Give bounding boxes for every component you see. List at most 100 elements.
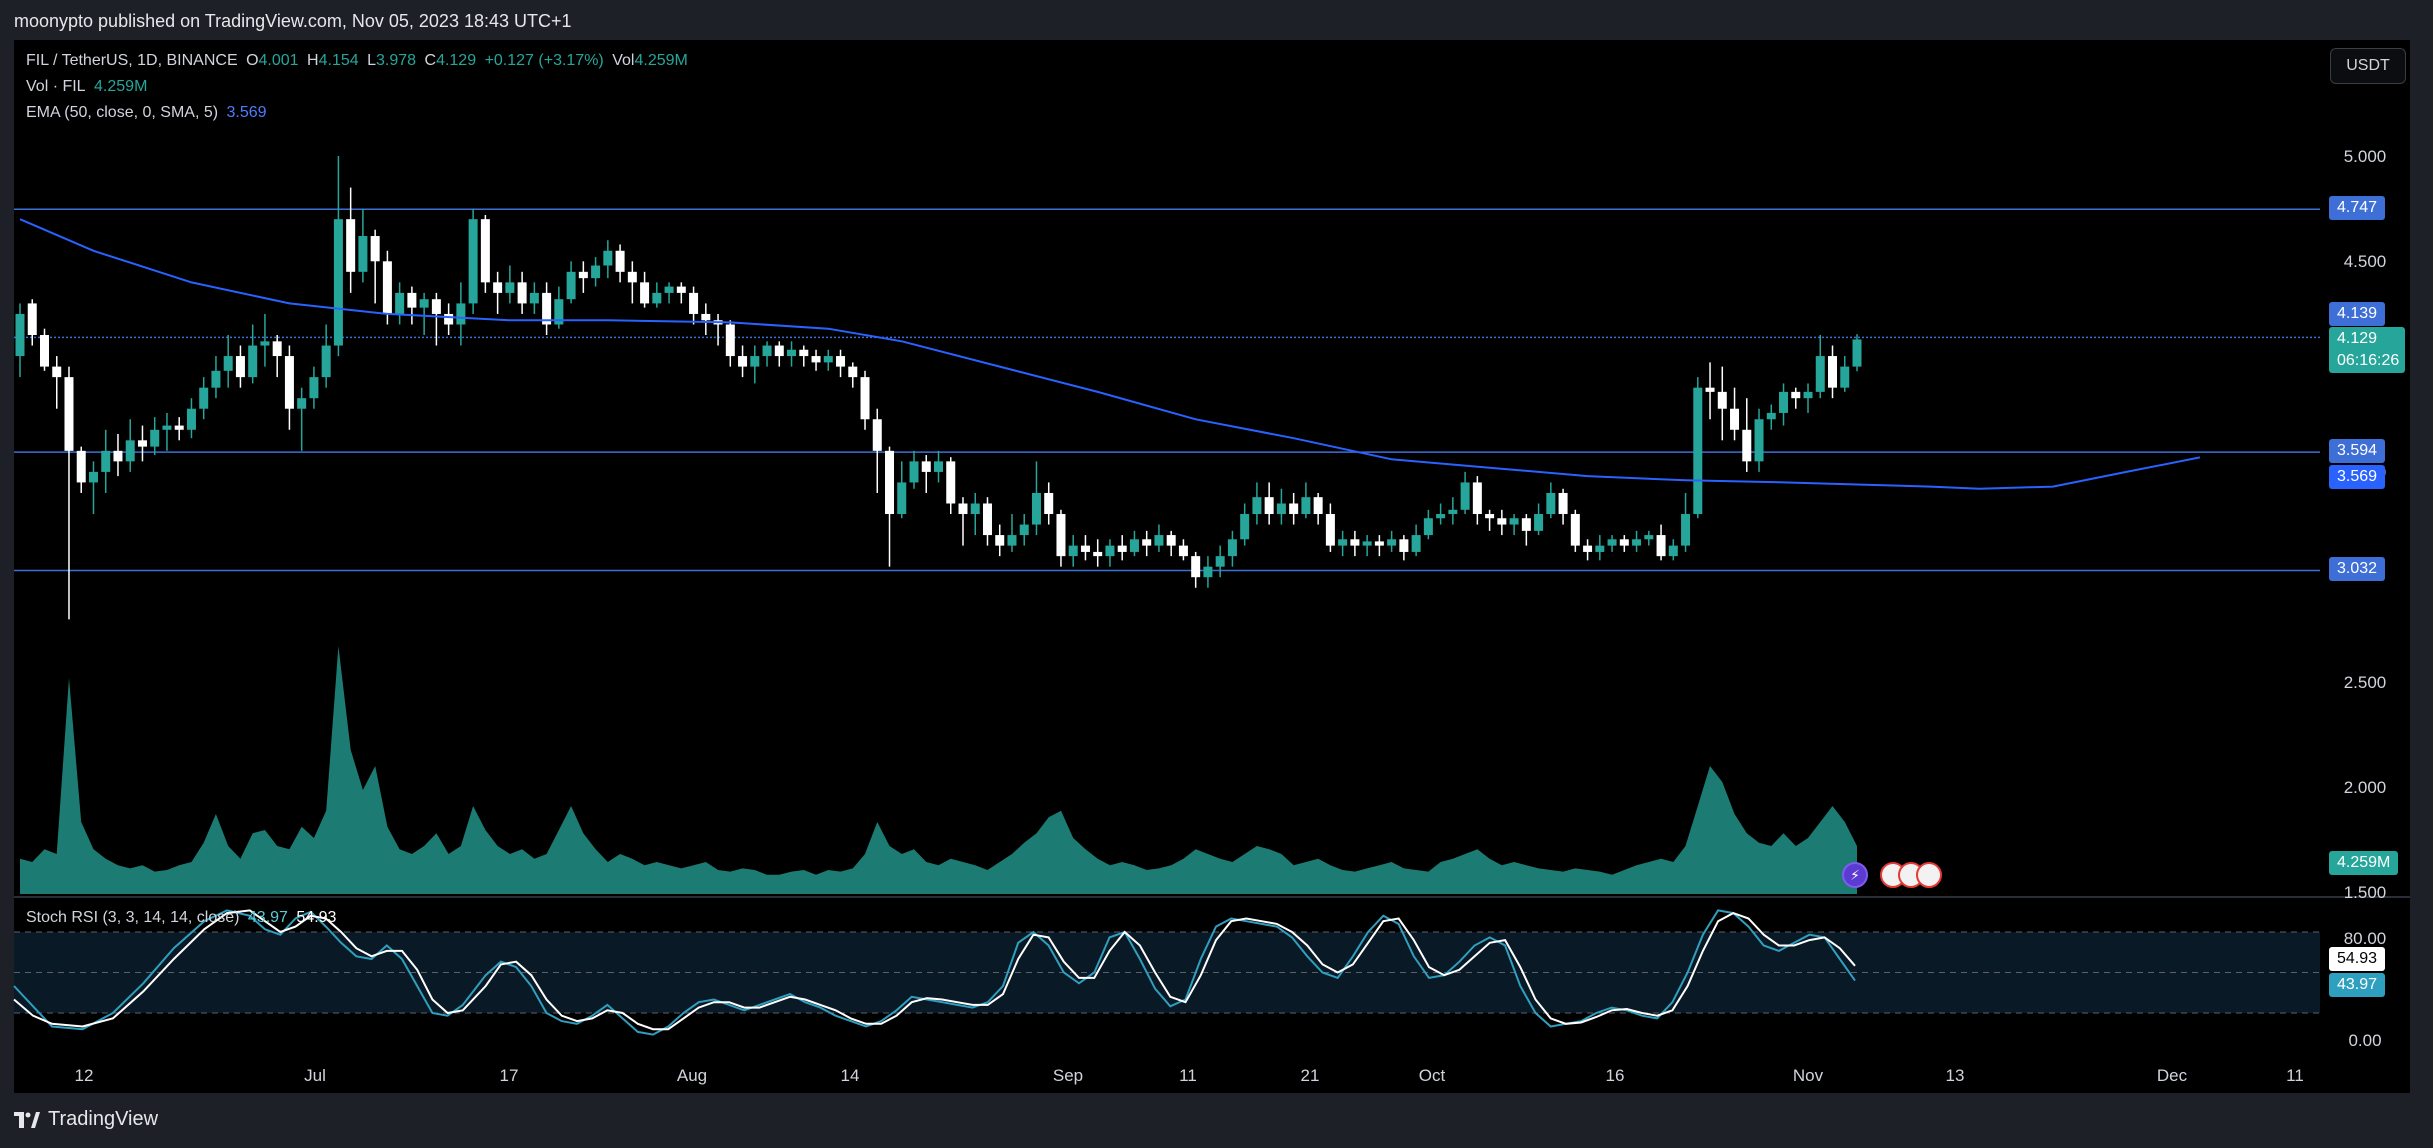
price-axis-label: 2.500 — [2344, 673, 2387, 692]
candle-body — [725, 324, 735, 357]
high-value: 4.154 — [318, 52, 359, 69]
candle-body — [1252, 497, 1262, 515]
candle-body — [382, 261, 392, 314]
time-axis-label: 11 — [2286, 1066, 2304, 1085]
candle-body — [1448, 509, 1458, 515]
candle-body — [260, 341, 270, 346]
lightning-icon[interactable]: ⚡ — [1842, 862, 1868, 888]
candle-body — [1044, 492, 1054, 515]
open-label: O — [246, 52, 259, 69]
candle-body — [1779, 391, 1789, 413]
candle-body — [272, 341, 282, 357]
stoch-k-tag: 43.97 — [2329, 973, 2386, 997]
candle-body — [897, 482, 907, 515]
candle-body — [1105, 545, 1115, 557]
tradingview-logo-icon — [14, 1111, 40, 1128]
candle-body — [186, 408, 196, 430]
time-axis-label: 16 — [1606, 1066, 1625, 1085]
symbol-name[interactable]: FIL / TetherUS, 1D, BINANCE — [26, 52, 238, 69]
candle-body — [1301, 497, 1311, 515]
chart-canvas[interactable]: 5.0004.5003.5002.5002.0001.50080.000.001… — [0, 0, 2433, 1098]
ema-indicator-label[interactable]: EMA (50, close, 0, SMA, 5) — [26, 104, 219, 121]
candle-body — [88, 471, 98, 483]
candle-body — [1546, 492, 1556, 515]
close-value: 4.129 — [436, 52, 477, 69]
time-axis-label: Sep — [1053, 1066, 1083, 1085]
time-axis-label: 13 — [1946, 1066, 1965, 1085]
candle-body — [872, 419, 882, 451]
price-axis-label: 4.500 — [2344, 252, 2387, 271]
candle-body — [836, 356, 846, 367]
volume-area — [20, 646, 1857, 894]
candle-body — [1791, 391, 1801, 399]
candle-body — [1031, 492, 1041, 525]
candle-body — [676, 286, 686, 293]
last-price-tag: 4.129 — [2329, 327, 2405, 351]
publish-header: moonypto published on TradingView.com, N… — [0, 0, 2433, 40]
level-tag-3032: 3.032 — [2329, 557, 2386, 581]
candle-body — [615, 250, 625, 272]
candle-body — [1840, 366, 1850, 388]
level-tag-4139: 4.139 — [2329, 302, 2386, 326]
candle-body — [689, 292, 699, 314]
ema-line — [19, 218, 2201, 490]
candle-body — [1068, 545, 1078, 557]
candle-body — [431, 299, 441, 314]
candle-body — [799, 349, 809, 357]
low-label: L — [367, 52, 376, 69]
stoch-axis-label: 80.00 — [2344, 929, 2387, 948]
candle-body — [946, 461, 956, 504]
us-flag-icon[interactable] — [1916, 862, 1942, 888]
level-tag-3594: 3.594 — [2329, 439, 2386, 463]
candle-body — [456, 303, 466, 325]
candle-body — [1852, 339, 1862, 367]
candle-body — [1595, 545, 1605, 552]
candle-body — [137, 440, 147, 447]
candle-body — [1742, 429, 1752, 462]
candle-body — [1509, 518, 1519, 525]
price-pane — [14, 40, 2410, 896]
candle-body — [1485, 514, 1495, 519]
stoch-indicator-label[interactable]: Stoch RSI (3, 3, 14, 14, close) — [26, 909, 240, 926]
volume-indicator-label[interactable]: Vol · FIL — [26, 78, 86, 95]
candle-body — [1191, 556, 1201, 578]
candle-body — [1289, 503, 1299, 515]
candle-body — [1730, 408, 1740, 430]
open-value: 4.001 — [258, 52, 299, 69]
candle-body — [1166, 535, 1176, 546]
candle-body — [1558, 492, 1568, 515]
candle-body — [1411, 535, 1421, 552]
candle-body — [517, 282, 527, 304]
candle-body — [1803, 391, 1813, 399]
candle-body — [1215, 556, 1225, 567]
candle-body — [468, 219, 478, 304]
candle-body — [811, 356, 821, 363]
candle-body — [1754, 419, 1764, 462]
candle-body — [1080, 545, 1090, 552]
candle-body — [1007, 535, 1017, 546]
candle-body — [64, 377, 74, 451]
candle-body — [982, 503, 992, 536]
time-axis-label: 14 — [841, 1066, 860, 1085]
candle-body — [76, 450, 86, 483]
candle-body — [787, 349, 797, 357]
candle-body — [1423, 518, 1433, 536]
candle-body — [199, 387, 209, 409]
candle-body — [1313, 497, 1323, 515]
candle-body — [1178, 545, 1188, 557]
candle-body — [321, 345, 331, 378]
tradingview-logo[interactable]: TradingView — [14, 1108, 158, 1131]
candle-body — [1693, 387, 1703, 515]
candle-body — [750, 356, 760, 367]
candle-body — [505, 282, 515, 293]
vol-value: 4.259M — [634, 52, 688, 69]
event-badges[interactable]: ⚡ — [1842, 862, 1942, 888]
candle-body — [1203, 566, 1213, 578]
currency-button[interactable]: USDT — [2330, 48, 2406, 84]
candle-body — [1644, 535, 1654, 540]
candle-body — [1656, 535, 1666, 557]
candle-body — [333, 219, 343, 346]
candle-body — [1362, 541, 1372, 546]
candle-body — [566, 271, 576, 300]
time-axis-label: 17 — [500, 1066, 519, 1085]
